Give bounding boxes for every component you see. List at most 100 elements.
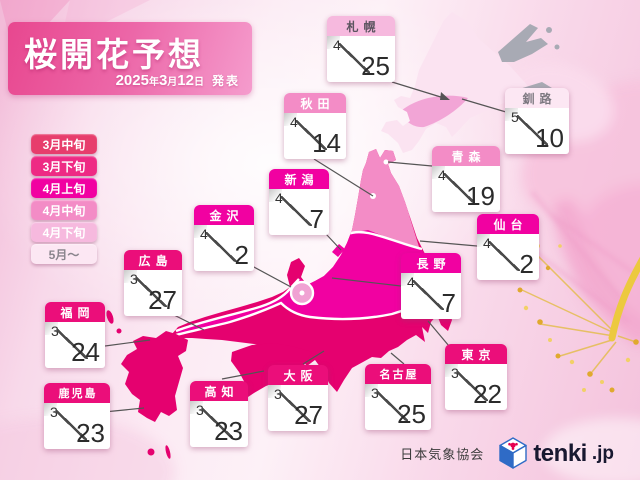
date-slash: [280, 392, 311, 422]
forecast-date: 4 25: [327, 36, 395, 82]
legend-item-may: 5月〜: [31, 244, 97, 264]
region-honshu: [172, 149, 455, 392]
city-name: 札幌: [327, 16, 395, 36]
date-slash: [202, 408, 233, 438]
month: 3: [451, 365, 459, 381]
month: 3: [50, 404, 58, 420]
month: 5: [511, 109, 519, 125]
day: 23: [76, 418, 105, 448]
region-early-april-band: [177, 229, 452, 334]
day: 22: [473, 379, 502, 409]
legend-item-late-april: 4月下旬: [31, 222, 97, 242]
month: 4: [407, 274, 415, 290]
region-sado: [332, 244, 345, 257]
forecast-card-kagoshima: 鹿児島 3 23: [44, 383, 110, 449]
day: 27: [148, 285, 177, 315]
city-name: 仙台: [477, 214, 539, 234]
city-name: 高知: [190, 381, 248, 401]
date-slash: [517, 115, 548, 145]
city-name: 秋田: [284, 93, 346, 113]
forecast-card-akita: 秋田 4 14: [284, 93, 346, 159]
day: 2: [519, 249, 534, 279]
forecast-card-tokyo: 東京 3 22: [445, 344, 507, 410]
month: 3: [196, 402, 204, 418]
announce-day-unit: 日: [193, 77, 204, 88]
forecast-card-nagoya: 名古屋 3 25: [365, 364, 431, 430]
logo-text-main: tenki: [533, 439, 587, 467]
month: 3: [274, 386, 282, 402]
announce-month-unit: 月: [167, 77, 178, 88]
legend-item-late-march: 3月下旬: [31, 156, 97, 176]
city-name: 大阪: [268, 365, 328, 385]
day: 25: [397, 399, 426, 429]
month: 3: [51, 323, 59, 339]
forecast-date: 3 23: [44, 403, 110, 449]
city-name: 東京: [445, 344, 507, 364]
city-name: 名古屋: [365, 364, 431, 384]
date-slash: [489, 241, 520, 271]
announce-date: 2025年3月12日 発表: [116, 72, 240, 90]
legend-item-mid-march: 3月中旬: [31, 134, 97, 154]
announce-day: 12: [177, 72, 194, 89]
forecast-card-aomori: 青森 4 19: [432, 146, 500, 212]
date-slash: [457, 371, 488, 401]
forecast-card-kushiro: 釧路 5 10: [505, 88, 569, 154]
forecast-card-osaka: 大阪 3 27: [268, 365, 328, 431]
forecast-date: 4 14: [284, 113, 346, 159]
forecast-card-fukuoka: 福岡 3 24: [45, 302, 105, 368]
sapporo-arrowhead: [440, 92, 450, 100]
period-legend: 3月中旬 3月下旬 4月上旬 4月中旬 4月下旬 5月〜: [31, 134, 97, 266]
day: 7: [441, 288, 456, 318]
forecast-date: 3 27: [268, 385, 328, 431]
day: 2: [234, 240, 249, 270]
day: 10: [535, 123, 564, 153]
date-slash: [57, 329, 88, 359]
stamens: [514, 244, 640, 393]
region-north-tohoku: [349, 149, 420, 250]
forecast-card-sapporo: 札幌 4 25: [327, 16, 395, 82]
announce-label: 発表: [211, 74, 240, 88]
tenki-jp-logo[interactable]: tenki .jp: [498, 437, 614, 470]
legend-item-mid-april: 4月中旬: [31, 200, 97, 220]
city-name: 長野: [401, 253, 461, 273]
month: 4: [275, 190, 283, 206]
month: 4: [290, 114, 298, 130]
month: 4: [200, 226, 208, 242]
forecast-date: 3 24: [45, 322, 105, 368]
month: 4: [438, 167, 446, 183]
tenki-cube-icon: [499, 437, 528, 469]
city-name: 金沢: [194, 205, 254, 225]
month: 3: [130, 271, 138, 287]
legend-item-early-april: 4月上旬: [31, 178, 97, 198]
forecast-date: 4 19: [432, 166, 500, 212]
city-name: 青森: [432, 146, 500, 166]
forecast-card-hiroshima: 広島 3 27: [124, 250, 182, 316]
date-slash: [339, 43, 370, 73]
logo-text-suffix: .jp: [591, 442, 614, 464]
day: 27: [294, 400, 323, 430]
date-slash: [206, 232, 237, 262]
region-hokkaido-late-april-band: [400, 95, 468, 128]
forecast-card-kochi: 高知 3 23: [190, 381, 248, 447]
announce-year-unit: 年: [148, 77, 159, 88]
date-slash: [296, 120, 327, 150]
date-slash: [444, 173, 475, 203]
month: 3: [371, 385, 379, 401]
date-slash: [377, 391, 408, 421]
day: 24: [71, 337, 100, 367]
city-name: 鹿児島: [44, 383, 110, 403]
city-name: 釧路: [505, 88, 569, 108]
date-slash: [281, 196, 312, 226]
announce-month: 3: [158, 72, 168, 89]
day: 7: [309, 204, 324, 234]
title-banner: 桜開花予想 2025年3月12日 発表: [8, 22, 252, 95]
